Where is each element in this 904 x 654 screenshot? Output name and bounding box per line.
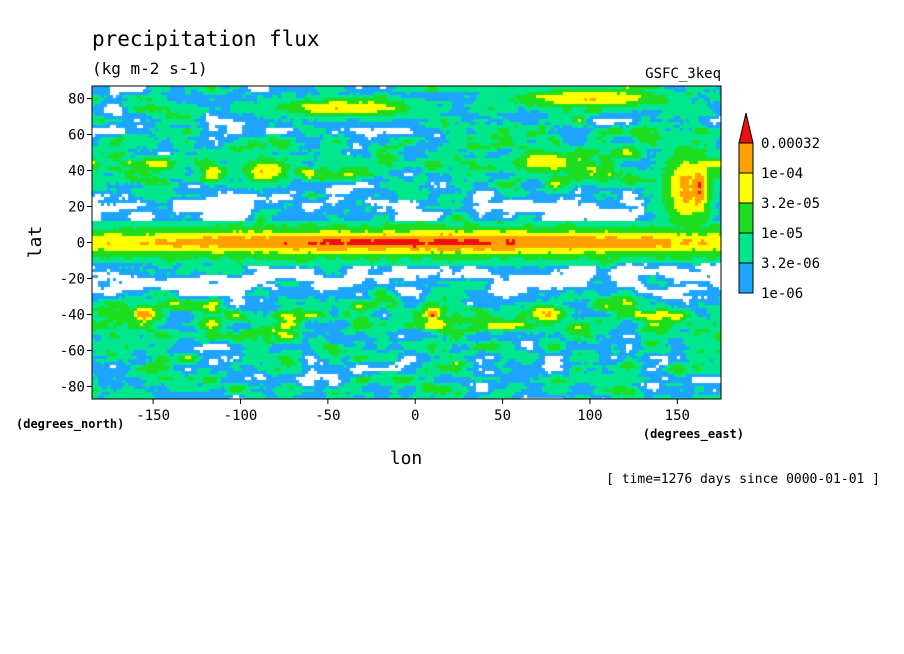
y-axis-label: lat [25,226,46,259]
x-tick-label: -100 [224,408,258,424]
y-axis-ticks: 80 60 40 20 0 -20 -40 -60 -80 [60,92,92,395]
y-units-label: (degrees_north) [16,417,124,432]
y-tick-label: 40 [68,164,85,180]
y-tick-label: -80 [60,379,85,395]
heatmap-field [92,86,721,399]
dataset-label: GSFC_3keq [645,66,721,82]
y-tick-label: 80 [68,92,85,108]
y-tick-label: 60 [68,128,85,144]
colorbar-label: 0.00032 [761,136,820,152]
colorbar-label: 1e-06 [761,286,803,302]
colorbar-swatch [738,202,754,234]
time-label: [ time=1276 days since 0000-01-01 ] [606,472,880,487]
y-tick-label: 20 [68,200,85,216]
colorbar-label: 3.2e-06 [761,256,820,272]
y-tick-label: -20 [60,271,85,287]
colorbar-label: 3.2e-05 [761,196,820,212]
x-tick-label: 100 [577,408,602,424]
colorbar-swatch [738,172,754,204]
y-tick-label: -40 [60,307,85,323]
x-tick-label: 50 [494,408,511,424]
x-tick-label: 150 [665,408,690,424]
y-tick-label: -60 [60,343,85,359]
colorbar: 1e-06 3.2e-06 1e-05 3.2e-05 1e-04 0.00032 [738,112,820,302]
colorbar-swatch [738,262,754,294]
x-tick-label: -150 [136,408,170,424]
x-axis-label: lon [390,448,423,469]
colorbar-label: 1e-04 [761,166,803,182]
y-tick-label: 0 [77,236,85,252]
plot-area: 80 60 40 20 0 -20 -40 -60 -80 -150 -100 -50 0 50 100 1… [60,85,722,424]
colorbar-label: 1e-05 [761,226,803,242]
x-tick-label: -50 [315,408,340,424]
colorbar-max-arrow [738,112,754,144]
x-units-label: (degrees_east) [643,427,744,442]
chart-units: (kg m-2 s-1) [92,59,208,78]
colorbar-swatch [738,232,754,264]
colorbar-swatch [738,142,754,174]
x-tick-label: 0 [411,408,419,424]
chart-title: precipitation flux [92,27,320,51]
x-axis-ticks: -150 -100 -50 0 50 100 150 [136,399,690,424]
